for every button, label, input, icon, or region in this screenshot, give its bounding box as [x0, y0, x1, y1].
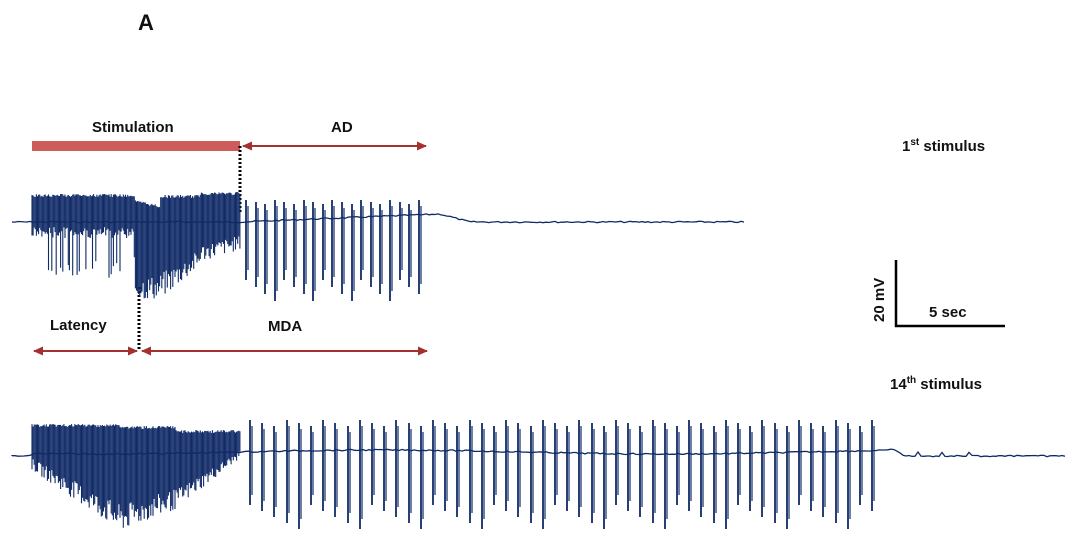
trace-1st-label: 1st stimulus	[902, 137, 985, 155]
stimulation-bar	[32, 141, 240, 151]
scale-bar-vertical-label: 20 mV	[871, 278, 888, 322]
trace-14th-stimulus	[11, 420, 1066, 529]
trace-14th-label-num: 14	[890, 376, 907, 393]
scale-bar: 20 mV 5 sec	[871, 260, 1005, 328]
trace-14th-label-word: stimulus	[916, 376, 982, 393]
trace-14th-spikes	[31, 420, 875, 529]
trace-1st-spikes	[31, 192, 422, 301]
mda-label: MDA	[268, 318, 302, 335]
trace-14th-label-sup: th	[907, 375, 916, 386]
panel-label: A	[138, 10, 154, 35]
stimulation-label: Stimulation	[92, 119, 174, 136]
trace-1st-label-word: stimulus	[919, 138, 985, 155]
scale-bar-lines	[894, 260, 1005, 328]
trace-1st-label-sup: st	[910, 137, 920, 148]
trace-1st-stimulus	[11, 192, 745, 301]
trace-1st-label-num: 1	[902, 138, 910, 155]
ad-label: AD	[331, 119, 353, 136]
scale-bar-horizontal-label: 5 sec	[929, 304, 967, 321]
trace-14th-label: 14th stimulus	[890, 375, 982, 393]
latency-label: Latency	[50, 317, 107, 334]
